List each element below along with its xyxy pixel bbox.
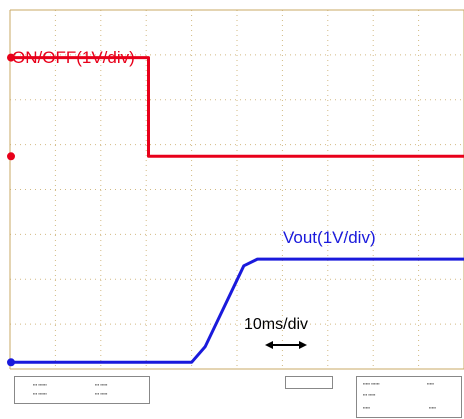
- timebase-label: 10ms/div: [244, 316, 309, 333]
- double-arrow-icon: [265, 341, 307, 349]
- onoff-trace: [10, 56, 464, 158]
- onoff-ground-marker: [7, 152, 15, 161]
- grid: [9, 9, 464, 370]
- acquisition-status-box: ▪▪▪▪▪ ▪▪▪▪▪▪ ▪▪▪▪▪ ▪▪▪ ▪▪▪▪▪ ▪▪▪▪▪ ▪▪▪▪▪: [356, 376, 462, 418]
- onoff-series-label: ON/OFF(1V/div): [12, 48, 135, 67]
- onoff-channel-marker: [7, 53, 15, 62]
- scope-status-bar: ▪▪▪ ▪▪▪▪▪▪ ▪▪▪ ▪▪▪▪▪ ▪▪▪ ▪▪▪▪▪▪ ▪▪▪ ▪▪▪▪…: [0, 371, 464, 419]
- series-traces: [10, 56, 464, 364]
- channel-markers: [7, 53, 15, 367]
- vout-series-label: Vout(1V/div): [283, 228, 376, 247]
- vout-trace: [10, 257, 464, 364]
- channel-status-box: ▪▪▪ ▪▪▪▪▪▪ ▪▪▪ ▪▪▪▪▪ ▪▪▪ ▪▪▪▪▪▪ ▪▪▪ ▪▪▪▪…: [14, 376, 150, 404]
- vout-channel-marker: [7, 358, 15, 367]
- trigger-status-box: [285, 376, 333, 389]
